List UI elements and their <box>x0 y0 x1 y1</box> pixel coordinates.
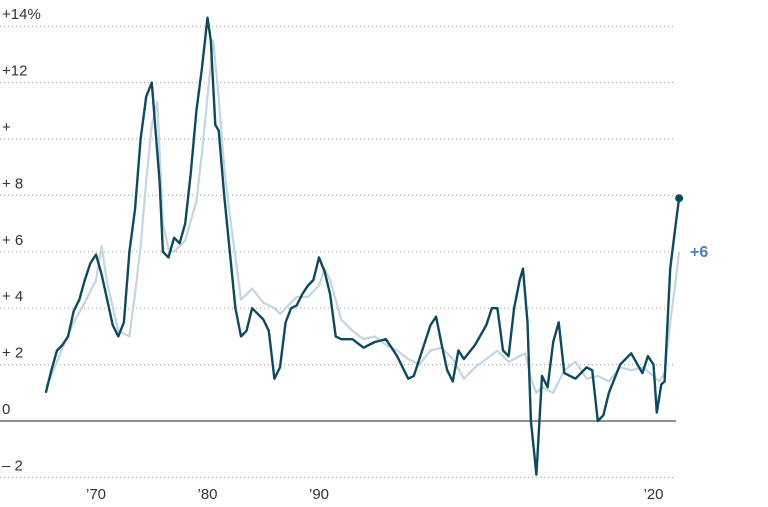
y-tick-label: + 6 <box>2 232 23 249</box>
y-tick-label: + 8 <box>2 175 23 192</box>
y-tick-label: 0 <box>2 401 10 418</box>
series-b-line <box>44 39 681 394</box>
x-tick-label: ’90 <box>309 486 329 503</box>
x-axis-tick-labels: ’70 ’80 ’90 ’20 <box>86 486 664 503</box>
x-tick-label: ’70 <box>86 486 106 503</box>
end-labels: +6 <box>690 244 708 261</box>
series-b-end-label: +6 <box>690 244 708 261</box>
y-tick-label: +14% <box>2 6 41 23</box>
x-tick-label: ’80 <box>197 486 217 503</box>
y-tick-label: + 2 <box>2 345 23 362</box>
x-tick-label: ’20 <box>643 486 663 503</box>
y-tick-label: – 2 <box>2 457 23 474</box>
series-a-end-dot <box>675 194 684 203</box>
y-axis-tick-labels: +14% +12 + + 8 + 6 + 4 + 2 0 – 2 <box>2 6 41 474</box>
y-tick-label: +12 <box>2 63 27 80</box>
series-a-line <box>44 16 681 476</box>
y-tick-label: + 4 <box>2 288 23 305</box>
y-tick-label: + <box>2 119 11 136</box>
series-lines <box>44 16 684 476</box>
